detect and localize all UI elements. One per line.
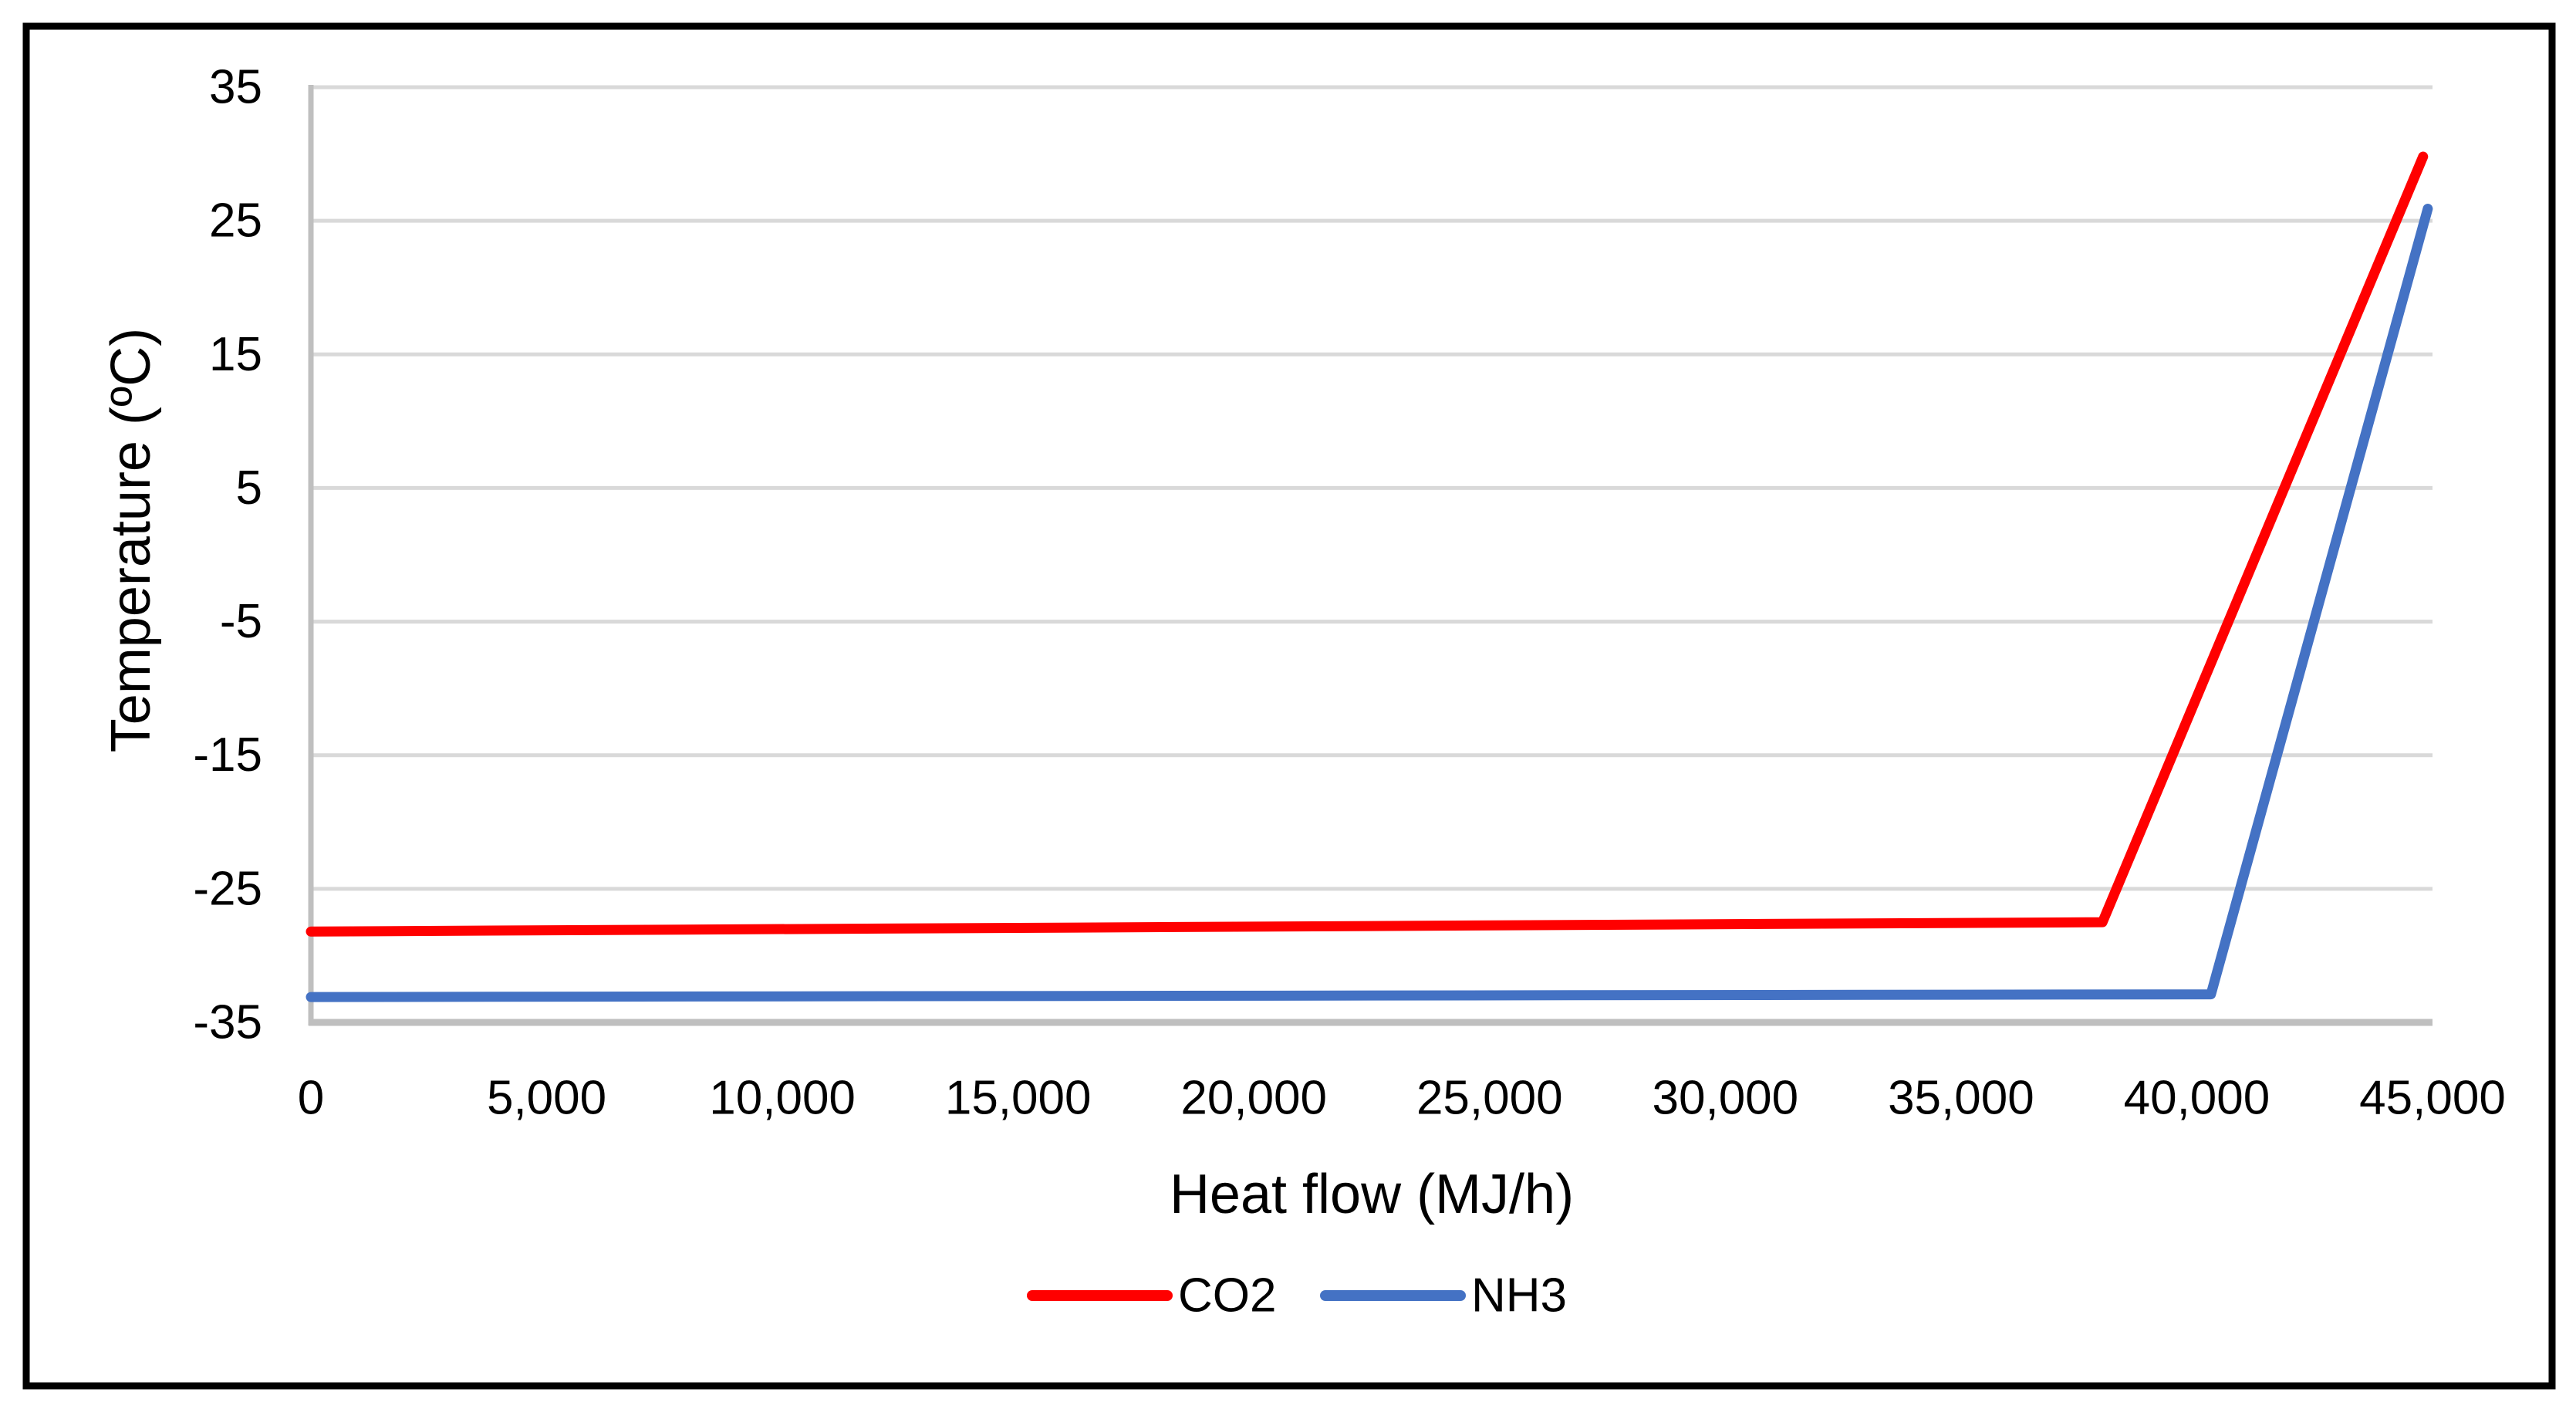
x-tick-label: 30,000 <box>1653 1072 1799 1125</box>
x-tick-label: 25,000 <box>1416 1072 1563 1125</box>
series-lines <box>306 151 2433 1002</box>
x-tick-label: 5,000 <box>487 1072 606 1125</box>
x-tick-label: 20,000 <box>1180 1072 1327 1125</box>
y-tick-label: -35 <box>193 996 262 1049</box>
y-tick-label: 35 <box>209 61 262 114</box>
gridlines <box>311 85 2433 891</box>
x-tick-label: 40,000 <box>2124 1072 2270 1125</box>
legend-label-co2: CO2 <box>1178 1269 1276 1323</box>
x-axis-title: Heat flow (MJ/h) <box>1170 1164 1574 1225</box>
x-tick-label: 0 <box>298 1072 324 1125</box>
x-tick-label: 35,000 <box>1888 1072 2034 1125</box>
y-tick-label: 5 <box>236 461 262 515</box>
x-tick-label: 45,000 <box>2359 1072 2506 1125</box>
y-tick-labels: 35 25 15 5 -5 -15 -25 -35 <box>193 61 262 1049</box>
legend-label-nh3: NH3 <box>1471 1269 1567 1323</box>
y-tick-label: 25 <box>209 194 262 248</box>
series-line-nh3 <box>306 204 2433 1002</box>
legend: CO2 NH3 <box>1027 1269 1567 1323</box>
series-line-co2 <box>306 151 2429 937</box>
axis-lines <box>308 85 2433 1026</box>
chart-frame-border <box>22 22 2556 1390</box>
y-tick-label: -5 <box>220 595 262 648</box>
x-tick-labels: 0 5,000 10,000 15,000 20,000 25,000 30,000 35,0… <box>298 1072 2506 1125</box>
x-tick-label: 15,000 <box>945 1072 1092 1125</box>
y-axis-title: Temperature (ºC) <box>100 328 162 752</box>
y-tick-label: -25 <box>193 862 262 915</box>
x-tick-label: 10,000 <box>709 1072 856 1125</box>
y-tick-label: 15 <box>209 328 262 381</box>
y-tick-label: -15 <box>193 728 262 782</box>
